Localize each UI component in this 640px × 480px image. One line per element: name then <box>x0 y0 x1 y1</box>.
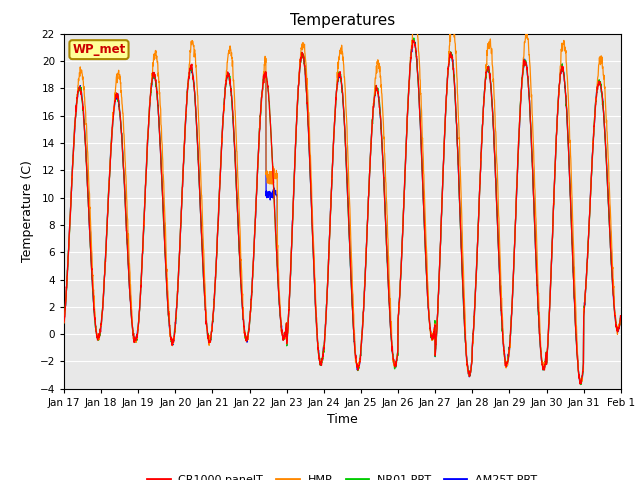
Title: Temperatures: Temperatures <box>290 13 395 28</box>
Text: WP_met: WP_met <box>72 43 125 56</box>
Y-axis label: Temperature (C): Temperature (C) <box>21 160 34 262</box>
X-axis label: Time: Time <box>327 413 358 426</box>
Legend: CR1000 panelT, HMP, NR01 PRT, AM25T PRT: CR1000 panelT, HMP, NR01 PRT, AM25T PRT <box>143 471 542 480</box>
